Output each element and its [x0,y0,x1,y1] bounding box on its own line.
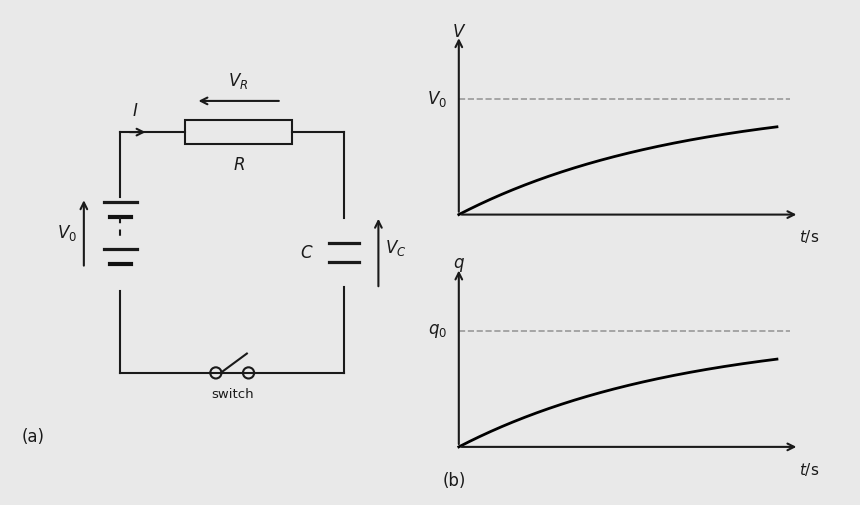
Text: switch: switch [211,388,254,401]
Text: $V_0$: $V_0$ [427,89,447,109]
Text: $I$: $I$ [132,102,138,120]
Text: $q_0$: $q_0$ [428,323,447,340]
Text: $q$: $q$ [453,256,464,274]
Text: $V$: $V$ [452,23,466,41]
Text: (a): (a) [22,428,45,446]
Text: (b): (b) [443,472,466,490]
Text: $t$/s: $t$/s [799,228,819,245]
Text: $R$: $R$ [233,156,244,174]
Text: $C$: $C$ [300,243,314,262]
Text: $V_R$: $V_R$ [229,72,249,91]
Text: $V_0$: $V_0$ [58,223,77,243]
Bar [185,120,292,144]
Text: $V_C$: $V_C$ [384,238,406,258]
Text: $t$/s: $t$/s [799,461,819,478]
